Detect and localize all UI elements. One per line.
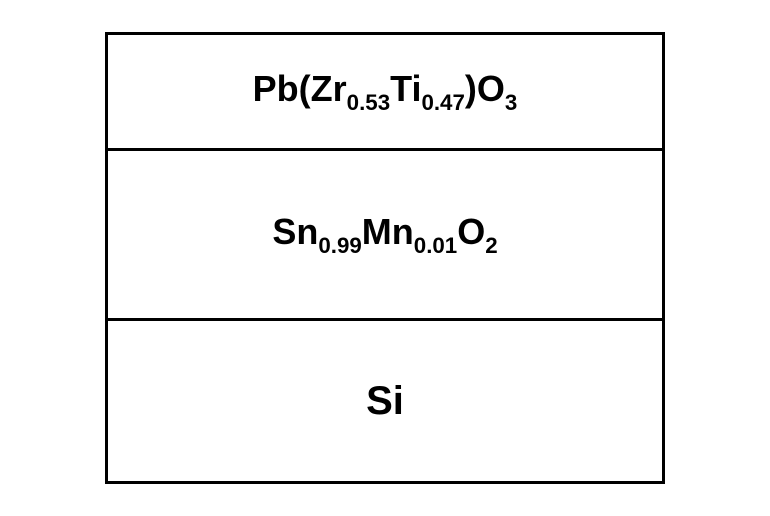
formula-top: Pb(Zr0.53Ti0.47)O3 (253, 68, 518, 115)
layer-stack-diagram: Pb(Zr0.53Ti0.47)O3 Sn0.99Mn0.01O2 Si (105, 32, 665, 484)
formula-bottom: Si (366, 379, 404, 424)
formula-middle: Sn0.99Mn0.01O2 (272, 211, 497, 258)
layer-middle: Sn0.99Mn0.01O2 (108, 151, 662, 321)
layer-top: Pb(Zr0.53Ti0.47)O3 (108, 35, 662, 151)
layer-bottom: Si (108, 321, 662, 481)
